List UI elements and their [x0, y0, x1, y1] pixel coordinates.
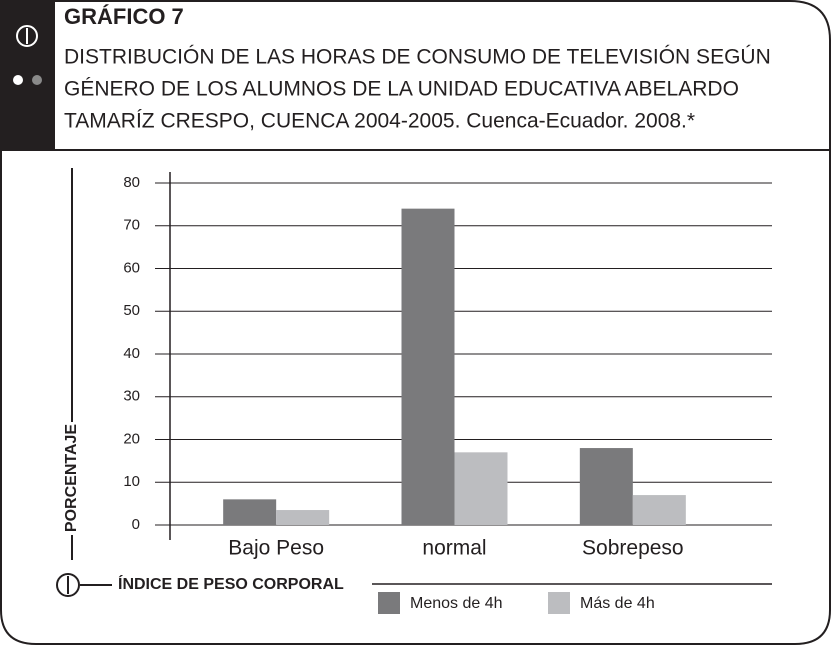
subtitle: DISTRIBUCIÓN DE LAS HORAS DE CONSUMO DE … [64, 46, 771, 69]
legend-label: Más de 4h [580, 595, 655, 612]
icon [16, 25, 38, 47]
bar [223, 499, 277, 525]
icon [56, 573, 80, 597]
subtitle: TAMARÍZ CRESPO, CUENCA 2004-2005. Cuenca… [64, 110, 695, 133]
y-axis-label: PORCENTAJE [63, 424, 80, 532]
y-tick-label: 0 [132, 516, 140, 533]
x-axis-label: ÍNDICE DE PESO CORPORAL [118, 574, 344, 593]
x-tick-label: Sobrepeso [582, 537, 684, 560]
sidebar [0, 0, 55, 150]
chart-title: GRÁFICO 7 [64, 4, 184, 29]
x-tick-label: Bajo Peso [228, 537, 324, 560]
legend-swatch [378, 592, 400, 614]
subtitle: GÉNERO DE LOS ALUMNOS DE LA UNIDAD EDUCA… [64, 78, 739, 101]
y-tick-label: 10 [123, 473, 140, 490]
y-tick-label: 70 [123, 217, 140, 234]
bar [401, 208, 455, 525]
legend-swatch [548, 592, 570, 614]
legend-label: Menos de 4h [410, 595, 503, 612]
bar [632, 495, 686, 525]
y-tick-label: 30 [123, 388, 140, 405]
dot [13, 75, 23, 85]
bar [276, 510, 330, 525]
y-tick-label: 20 [123, 430, 140, 447]
x-tick-label: normal [422, 537, 486, 560]
y-tick-label: 80 [123, 174, 140, 191]
y-tick-label: 50 [123, 302, 140, 319]
y-tick-label: 40 [123, 345, 140, 362]
bar [579, 448, 633, 525]
dot [32, 75, 42, 85]
bar [454, 452, 508, 525]
y-tick-label: 60 [123, 259, 140, 276]
